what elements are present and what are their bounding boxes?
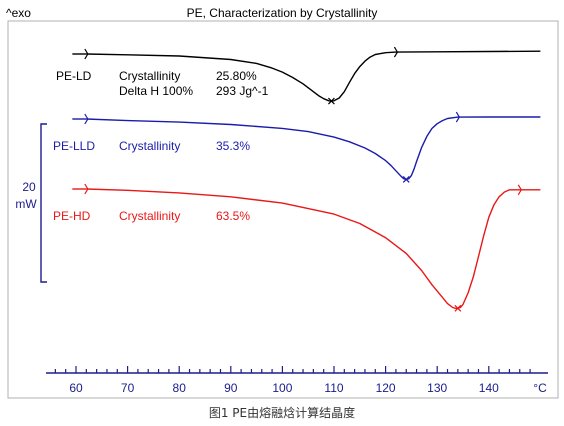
series-name-label: PE-LLD [53,139,95,153]
series-info-label: Delta H 100% [119,84,193,98]
x-tick-label: 60 [69,381,83,395]
integration-limit-tick [84,183,89,195]
integration-limit-tick [84,113,89,125]
series-name-label: PE-HD [53,209,91,223]
x-tick-label: 70 [121,381,135,395]
exo-label: ^exo [6,6,31,20]
series-layer [72,46,541,312]
series-line-pe-ld [86,50,541,102]
integration-limit-tick [455,111,461,123]
series-info-label: Crystallinity [119,209,180,223]
integration-limit-tick [393,46,399,58]
integration-limit-tick [517,184,522,196]
x-tick-label: 90 [224,381,238,395]
chart-title: PE, Characterization by Crystallinity [187,6,378,20]
series-info-value: 293 Jg^-1 [216,84,269,98]
scale-bar-unit: mW [15,197,37,211]
series-labels: PE-LD Crystallinity 25.80% Delta H 100% 293 … [53,69,269,223]
x-tick-label: 130 [427,381,447,395]
series-info-label: Crystallinity [119,69,180,83]
integration-limit-tick [84,48,89,60]
x-tick-label: 100 [272,381,292,395]
peak-marker [327,97,335,105]
peak-marker [454,304,462,312]
series-name-label: PE-LD [56,69,92,83]
x-tick-label: 80 [173,381,187,395]
series-info-value: 35.3% [216,139,250,153]
x-tick-label: 140 [479,381,499,395]
x-tick-label: 110 [324,381,343,395]
series-info-label: Crystallinity [119,139,180,153]
x-axis-unit-label: °C [533,381,547,395]
scale-bar-value: 20 [22,180,36,194]
x-axis: 60 70 80 90 100 110 120 130 140 °C [46,366,548,395]
scale-bar-bracket [40,123,47,283]
peak-marker [402,176,410,183]
figure-caption: 图1 PE由熔融焓计算结晶度 [208,406,356,420]
series-line-pe-hd [86,188,541,309]
series-info-value: 25.80% [216,69,257,83]
x-tick-label: 120 [376,381,396,395]
plot-frame [7,20,559,399]
series-line-pe-lld [86,116,541,181]
scale-bar: 20 mW [15,123,47,283]
series-info-value: 63.5% [216,209,250,223]
